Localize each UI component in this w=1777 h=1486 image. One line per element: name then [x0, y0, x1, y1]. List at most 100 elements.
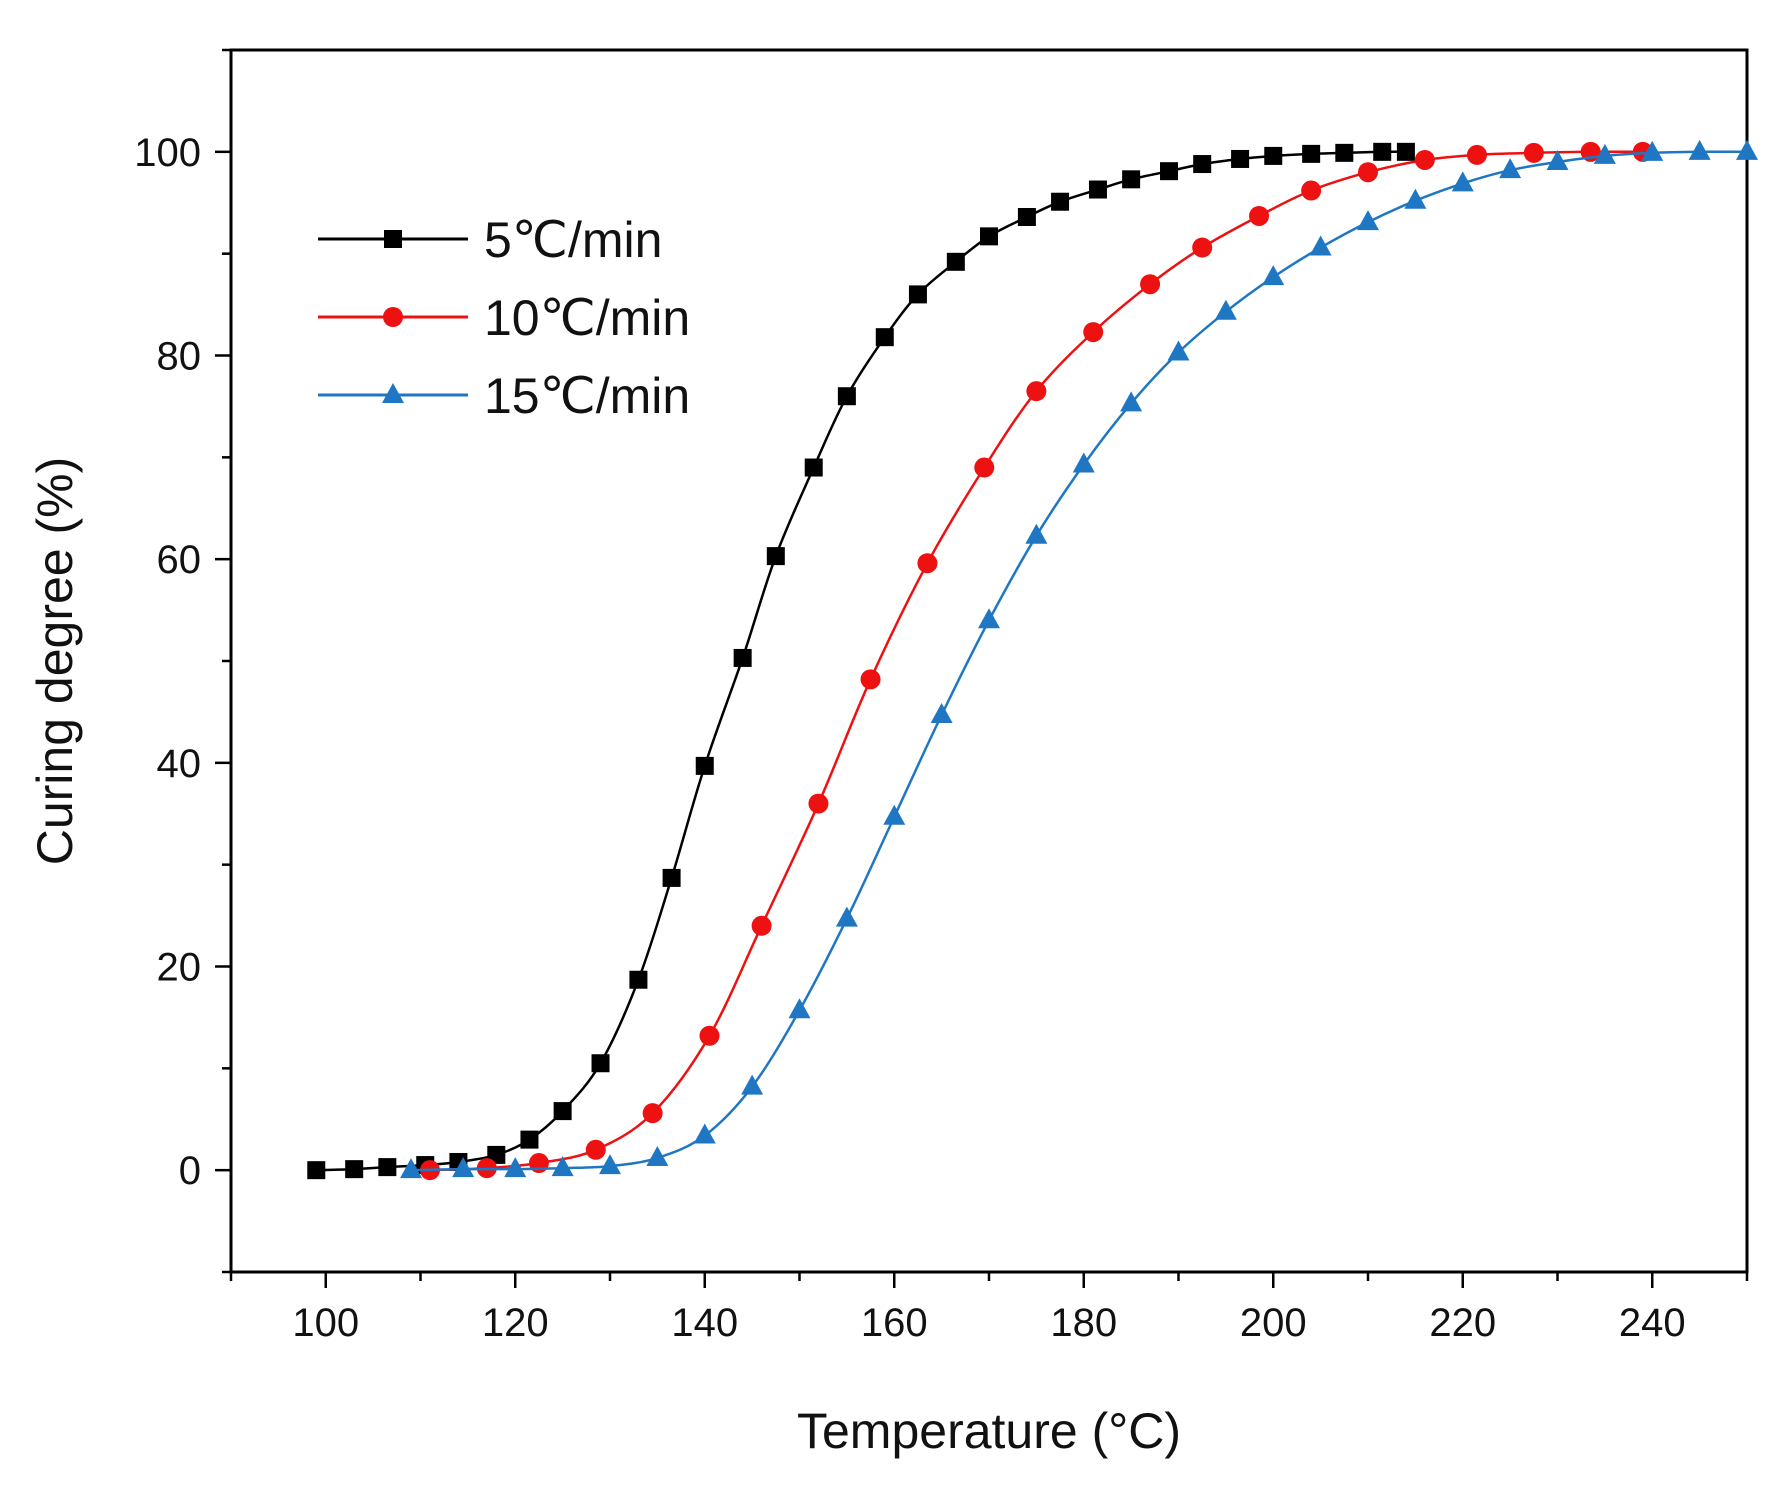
data-point-1-9: [917, 553, 938, 574]
data-point-0-26: [1231, 149, 1250, 168]
y-tick-label: 20: [157, 946, 202, 990]
data-point-2-27: [1688, 139, 1711, 160]
data-point-2-21: [1404, 188, 1427, 209]
data-point-2-18: [1262, 265, 1285, 286]
data-point-0-11: [695, 756, 714, 775]
data-point-0-0: [307, 1161, 326, 1180]
data-point-2-24: [1546, 150, 1569, 171]
y-axis-title: Curing degree (%): [27, 457, 83, 866]
data-point-2-8: [788, 998, 811, 1019]
x-tick-label: 240: [1619, 1301, 1686, 1345]
data-point-1-3: [585, 1139, 606, 1160]
series-2: [400, 139, 1758, 1179]
data-point-0-14: [804, 458, 823, 477]
y-tick-label: 80: [157, 335, 202, 379]
data-point-1-8: [860, 669, 881, 690]
legend-marker-1: [383, 307, 403, 327]
x-tick-label: 100: [292, 1301, 359, 1345]
series-line-0: [316, 150, 1406, 1172]
data-point-2-10: [883, 804, 906, 825]
data-point-0-22: [1088, 180, 1107, 199]
series-0: [307, 142, 1415, 1180]
data-point-0-6: [520, 1130, 539, 1149]
legend-label-0: 5℃/min: [484, 212, 662, 268]
data-point-2-16: [1167, 340, 1190, 361]
data-point-1-4: [642, 1103, 663, 1124]
x-tick-label: 120: [482, 1301, 549, 1345]
x-axis-title: Temperature (°C): [797, 1403, 1181, 1459]
data-point-1-16: [1301, 180, 1322, 201]
y-tick-label: 40: [157, 742, 202, 786]
data-point-0-23: [1122, 170, 1141, 189]
data-point-2-22: [1451, 171, 1474, 192]
data-point-0-18: [946, 252, 965, 271]
data-point-1-13: [1140, 274, 1161, 295]
data-point-0-25: [1193, 155, 1212, 174]
data-point-1-15: [1249, 205, 1270, 226]
data-point-0-21: [1051, 192, 1070, 211]
data-point-1-14: [1192, 237, 1213, 258]
data-point-0-31: [1396, 142, 1415, 161]
x-tick-label: 220: [1429, 1301, 1496, 1345]
data-point-0-19: [980, 227, 998, 246]
data-point-1-18: [1414, 149, 1435, 170]
data-point-1-7: [808, 793, 829, 814]
legend: 5℃/min 10℃/min 15℃/min: [318, 212, 690, 424]
data-point-2-28: [1736, 139, 1758, 160]
data-point-2-9: [835, 906, 858, 927]
data-point-0-30: [1373, 142, 1392, 161]
data-point-2-17: [1214, 299, 1237, 320]
data-point-0-7: [553, 1102, 572, 1121]
data-point-2-2: [504, 1157, 527, 1178]
data-point-2-5: [646, 1145, 669, 1166]
data-point-2-13: [1025, 523, 1048, 544]
data-point-0-12: [733, 648, 752, 667]
y-tick-label: 100: [134, 131, 201, 175]
data-point-0-17: [908, 285, 927, 304]
data-point-0-13: [766, 547, 785, 566]
data-point-2-25: [1593, 143, 1616, 164]
y-axis-ticks: 0 20 40 60 80 100: [134, 48, 231, 1274]
legend-label-2: 15℃/min: [484, 368, 690, 424]
data-point-0-8: [591, 1054, 610, 1073]
data-point-2-1: [452, 1157, 475, 1178]
data-point-2-23: [1499, 158, 1522, 179]
data-point-1-17: [1358, 162, 1378, 183]
series-layer: [307, 139, 1758, 1181]
data-point-2-20: [1357, 210, 1379, 231]
x-tick-label: 140: [671, 1301, 738, 1345]
data-point-0-9: [629, 970, 648, 989]
data-point-1-10: [974, 457, 995, 478]
data-point-1-6: [751, 915, 772, 936]
y-tick-label: 60: [157, 538, 202, 582]
data-point-1-12: [1083, 322, 1104, 343]
legend-marker-2: [382, 383, 404, 403]
data-point-2-19: [1309, 235, 1332, 256]
data-point-2-3: [551, 1156, 574, 1177]
data-point-2-0: [400, 1158, 423, 1179]
data-point-0-5: [487, 1145, 506, 1164]
data-point-0-24: [1160, 162, 1179, 181]
data-point-0-1: [345, 1160, 364, 1179]
data-point-0-16: [875, 328, 894, 347]
data-point-2-11: [930, 702, 953, 723]
x-tick-label: 180: [1050, 1301, 1117, 1345]
data-point-2-14: [1072, 452, 1095, 473]
data-point-1-20: [1523, 142, 1544, 163]
data-point-2-7: [741, 1074, 764, 1095]
legend-marker-0: [384, 230, 402, 248]
data-point-2-4: [599, 1154, 621, 1175]
data-point-1-19: [1466, 144, 1487, 165]
data-point-1-5: [699, 1025, 720, 1046]
data-point-2-26: [1641, 140, 1664, 161]
data-point-0-2: [378, 1158, 397, 1177]
x-axis-ticks: 100 120 140 160 180 200 220 240: [229, 1272, 1749, 1345]
data-point-0-10: [662, 868, 681, 887]
data-point-0-15: [837, 387, 856, 406]
x-tick-label: 160: [861, 1301, 928, 1345]
data-point-2-6: [693, 1123, 716, 1144]
data-point-0-29: [1335, 143, 1354, 162]
data-point-0-20: [1017, 208, 1036, 227]
data-point-0-28: [1302, 144, 1321, 163]
